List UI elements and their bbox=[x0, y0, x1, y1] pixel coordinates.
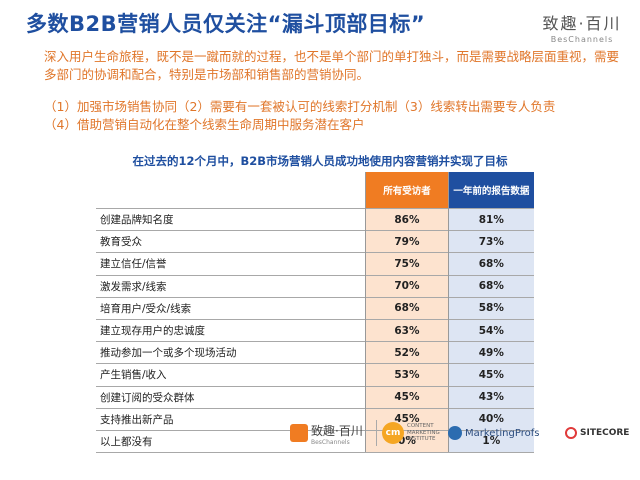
header-blank bbox=[96, 172, 366, 209]
row-label: 创建订阅的受众群体 bbox=[96, 385, 366, 409]
row-value-prev: 43% bbox=[447, 385, 534, 409]
row-label: 建立信任/信誉 bbox=[96, 252, 366, 276]
row-value-prev: 54% bbox=[447, 318, 534, 342]
table-row: 产生销售/收入 53% 45% bbox=[96, 363, 534, 386]
row-value-prev: 40% bbox=[447, 407, 534, 431]
row-value-all: 68% bbox=[365, 296, 449, 320]
row-value-prev: 45% bbox=[447, 363, 534, 386]
table-subtitle: 在过去的12个月中，B2B市场营销人员成功地使用内容营销并实现了目标 bbox=[132, 154, 508, 168]
row-value-all: 70% bbox=[365, 274, 449, 298]
beschannels-logo-cn: 致趣·百川 bbox=[311, 424, 363, 438]
row-value-prev: 81% bbox=[447, 207, 534, 231]
partner-logos: 致趣·百川 BesChannels cm CONTENT MARKETING I… bbox=[290, 416, 630, 450]
row-value-prev: 68% bbox=[447, 252, 534, 276]
row-label: 产生销售/收入 bbox=[96, 363, 366, 386]
key-points: （1）加强市场销售协同（2）需要有一套被认可的线索打分机制（3）线索转出需要专人… bbox=[44, 98, 624, 134]
table-row: 建立信任/信誉 75% 68% bbox=[96, 252, 534, 276]
cmi-logo-text: CONTENT MARKETING INSTITUTE bbox=[407, 423, 440, 443]
header-all-respondents: 所有受访者 bbox=[365, 172, 449, 209]
table-row: 创建品牌知名度 86% 81% bbox=[96, 207, 534, 231]
row-label: 教育受众 bbox=[96, 230, 366, 253]
cmi-logo: cm CONTENT MARKETING INSTITUTE bbox=[382, 416, 451, 450]
row-label: 激发需求/线索 bbox=[96, 274, 366, 298]
marketingprofs-logo-icon bbox=[448, 426, 462, 440]
intro-paragraph: 深入用户生命旅程，既不是一蹴而就的过程，也不是单个部门的单打独斗，而是需要战略层… bbox=[44, 49, 620, 82]
table-row: 创建订阅的受众群体 45% 43% bbox=[96, 385, 534, 409]
row-value-all: 63% bbox=[365, 318, 449, 342]
table-row: 激发需求/线索 70% 68% bbox=[96, 274, 534, 298]
sitecore-logo: SITECORE bbox=[565, 416, 629, 450]
table-row: 建立现存用户的忠诚度 63% 54% bbox=[96, 318, 534, 342]
row-label: 培育用户/受众/线索 bbox=[96, 296, 366, 320]
beschannels-logo-icon bbox=[290, 424, 308, 442]
sitecore-logo-icon bbox=[565, 427, 577, 439]
row-value-prev: 73% bbox=[447, 230, 534, 253]
table-header-row: 所有受访者 一年前的报告数据 bbox=[96, 172, 534, 209]
marketingprofs-logo: MarketingProfs bbox=[448, 416, 539, 450]
table-row: 培育用户/受众/线索 68% 58% bbox=[96, 296, 534, 320]
brand-logo-cn: 致趣·百川 bbox=[542, 14, 622, 33]
row-value-all: 86% bbox=[365, 207, 449, 231]
brand-logo-en: BesChannels bbox=[550, 35, 614, 44]
table-row: 教育受众 79% 73% bbox=[96, 230, 534, 253]
row-label: 推动参加一个或多个现场活动 bbox=[96, 341, 366, 364]
page-title: 多数B2B营销人员仅关注“漏斗顶部目标” bbox=[26, 12, 426, 36]
row-value-prev: 1% bbox=[447, 429, 534, 454]
beschannels-logo: 致趣·百川 BesChannels bbox=[290, 416, 363, 450]
beschannels-logo-en: BesChannels bbox=[311, 439, 350, 446]
header-previous-year: 一年前的报告数据 bbox=[447, 172, 534, 209]
sitecore-logo-text: SITECORE bbox=[580, 428, 630, 438]
key-points-line-1: （1）加强市场销售协同（2）需要有一套被认可的线索打分机制（3）线索转出需要专人… bbox=[44, 99, 556, 114]
row-value-prev: 58% bbox=[447, 296, 534, 320]
marketingprofs-logo-text: MarketingProfs bbox=[465, 427, 540, 439]
row-value-all: 45% bbox=[365, 385, 449, 409]
table-row: 推动参加一个或多个现场活动 52% 49% bbox=[96, 341, 534, 364]
logo-divider bbox=[376, 420, 377, 446]
brand-logo: 致趣·百川 BesChannels bbox=[542, 10, 622, 44]
row-value-all: 75% bbox=[365, 252, 449, 276]
row-value-all: 79% bbox=[365, 230, 449, 253]
row-value-prev: 68% bbox=[447, 274, 534, 298]
row-value-all: 53% bbox=[365, 363, 449, 386]
row-value-prev: 49% bbox=[447, 341, 534, 364]
results-table: 所有受访者 一年前的报告数据 创建品牌知名度 86% 81% 教育受众 79% … bbox=[96, 172, 534, 454]
row-value-all: 52% bbox=[365, 341, 449, 364]
row-label: 创建品牌知名度 bbox=[96, 207, 366, 231]
row-label: 建立现存用户的忠诚度 bbox=[96, 318, 366, 342]
key-points-line-2: （4）借助营销自动化在整个线索生命周期中服务潜在客户 bbox=[44, 117, 365, 132]
cmi-logo-icon: cm bbox=[382, 422, 404, 444]
